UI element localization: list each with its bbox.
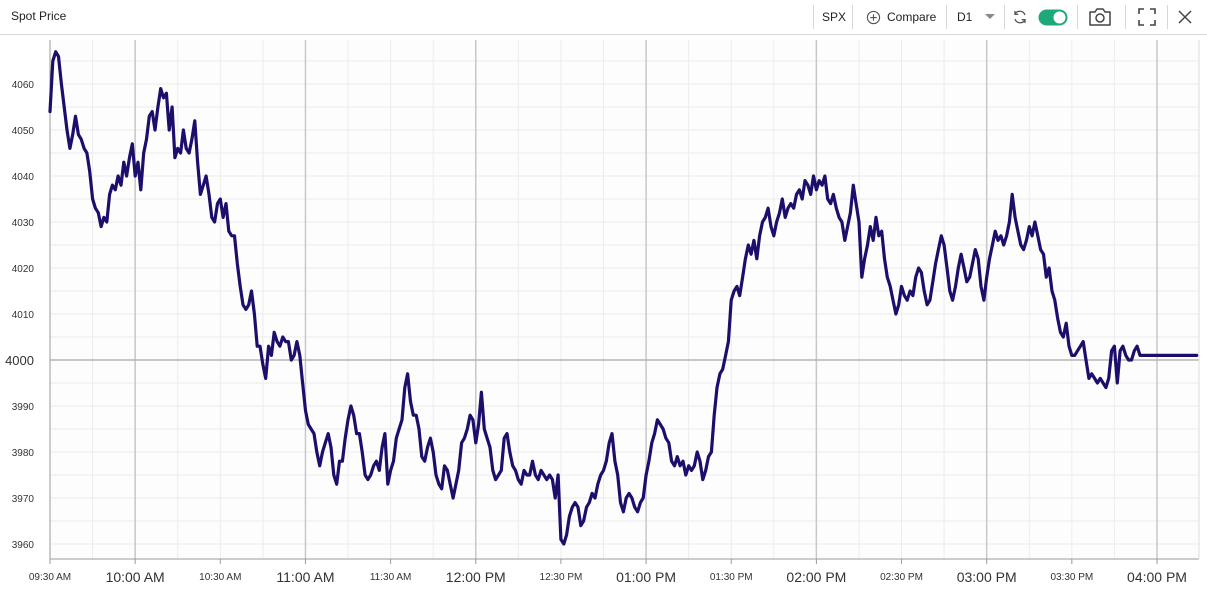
toolbar-divider [1004,5,1005,29]
x-tick-label: 04:00 PM [1127,569,1187,585]
x-tick-label: 11:30 AM [370,572,412,583]
x-tick-label: 01:00 PM [616,569,676,585]
major-grid [50,40,1199,559]
auto-refresh-toggle[interactable] [1038,0,1068,34]
y-tick-label: 3970 [12,494,35,505]
x-tick-label: 03:30 PM [1050,572,1093,583]
series-line-spx [48,50,1199,546]
spot-price-chart: 3960 3970 3980 3990 4000 4010 4020 4030 4040 4050… [0,35,1207,585]
refresh-button[interactable] [1012,0,1028,34]
x-tick-label: 12:00 PM [446,569,506,585]
plus-circle-icon [866,10,881,24]
x-tick-label: 03:00 PM [957,569,1017,585]
y-tick-label: 4030 [12,218,35,229]
compare-label: Compare [887,10,937,24]
x-tick-label: 02:00 PM [786,569,846,585]
panel-title: Spot Price [11,9,67,23]
y-tick-label: 4060 [12,80,35,91]
x-tick-label: 01:30 PM [710,572,753,583]
close-button[interactable] [1178,0,1192,34]
chart-axes [49,40,1200,561]
minor-grid [49,40,1199,559]
toolbar-divider [1077,5,1078,29]
y-tick-label: 4040 [12,172,35,183]
x-tick-label: 02:30 PM [880,572,923,583]
screenshot-button[interactable] [1088,0,1112,34]
toggle-switch-icon [1038,9,1068,25]
close-icon [1178,10,1192,24]
compare-button[interactable]: Compare [866,0,936,34]
toolbar-divider [852,5,853,29]
fullscreen-icon [1138,8,1156,26]
refresh-icon [1014,10,1026,24]
y-tick-label: 3960 [12,540,35,551]
y-tick-label: 3990 [12,402,35,413]
y-tick-label: 3980 [12,448,35,459]
x-tick-label: 12:30 PM [540,572,583,583]
y-tick-label: 4050 [12,126,35,137]
symbol-label[interactable]: SPX [822,10,847,24]
x-tick-label: 10:00 AM [106,569,165,585]
toolbar-divider [1125,5,1126,29]
interval-label: D1 [957,10,973,24]
plot-area [50,40,1199,559]
toolbar-divider [813,5,814,29]
x-axis-labels: 09:30 AM 10:00 AM 10:30 AM 11:00 AM 11:30 AM… [29,559,1187,585]
toolbar-divider [1167,5,1168,29]
camera-icon [1089,8,1111,26]
x-tick-label: 09:30 AM [29,572,71,583]
panel-header: Spot Price SPX Compare D1 [0,0,1207,35]
x-tick-label: 11:00 AM [276,569,334,585]
interval-dropdown[interactable]: D1 [957,0,996,34]
y-tick-label: 4020 [12,264,35,275]
x-tick-label: 10:30 AM [199,572,241,583]
series-group [48,50,1199,546]
fullscreen-button[interactable] [1138,0,1156,34]
y-tick-label: 4000 [5,353,34,368]
chart-svg: 3960 3970 3980 3990 4000 4010 4020 4030 4040 4050… [5,40,1200,585]
y-axis-labels: 3960 3970 3980 3990 4000 4010 4020 4030 4040 4050… [5,80,34,551]
chevron-down-icon [985,14,996,19]
y-tick-label: 4010 [12,310,35,321]
toolbar-divider [946,5,947,29]
